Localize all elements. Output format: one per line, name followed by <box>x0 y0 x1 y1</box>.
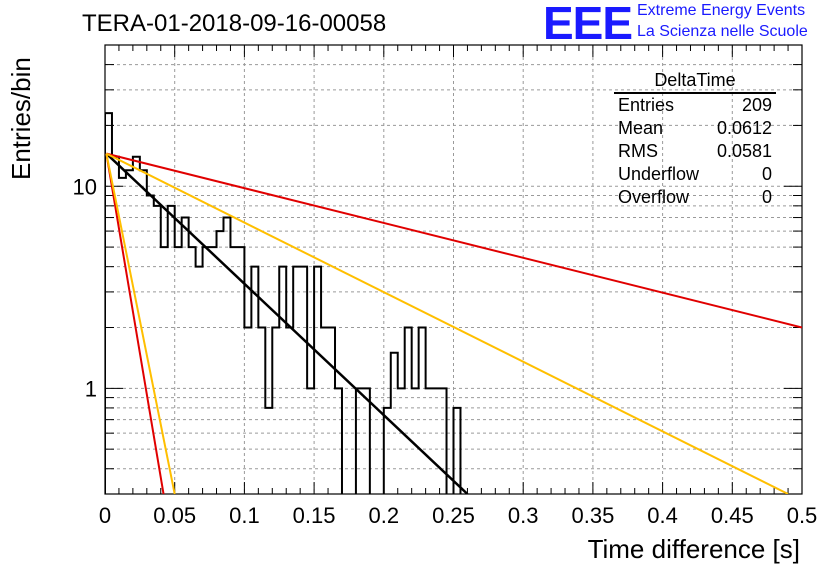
stats-box-title: DeltaTime <box>614 70 776 94</box>
x-tick-label: 0.3 <box>508 503 539 528</box>
stats-row-overflow: Overflow 0 <box>610 186 780 209</box>
stats-label: Mean <box>618 118 664 138</box>
x-tick-label: 0.05 <box>153 503 196 528</box>
x-tick-label: 0 <box>99 503 111 528</box>
stats-row-entries: Entries 209 <box>610 94 780 117</box>
fit-line <box>106 152 802 329</box>
logo-line-2: La Scienza nelle Scuole <box>637 23 808 40</box>
stats-label: Overflow <box>618 187 690 207</box>
stats-box: DeltaTime Entries 209 Mean 0.0612 RMS 0.… <box>610 70 780 209</box>
stats-value: 209 <box>741 95 772 115</box>
x-tick-label: 0.1 <box>229 503 260 528</box>
stats-value: 0 <box>761 164 772 184</box>
x-tick-label: 0.25 <box>432 503 475 528</box>
stats-value: 0.0612 <box>716 118 772 138</box>
x-axis-label: Time difference [s] <box>587 534 800 564</box>
stats-label: RMS <box>618 141 658 161</box>
y-tick-label: 10 <box>73 174 97 199</box>
stats-row-rms: RMS 0.0581 <box>610 140 780 163</box>
x-tick-label: 0.4 <box>647 503 678 528</box>
fit-line <box>105 152 469 494</box>
y-axis-label: Entries/bin <box>6 57 36 180</box>
x-tick-label: 0.5 <box>787 503 818 528</box>
stats-row-underflow: Underflow 0 <box>610 163 780 186</box>
histogram-deltatime <box>105 112 462 494</box>
stats-row-mean: Mean 0.0612 <box>610 117 780 140</box>
stats-value: 0.0581 <box>716 141 772 161</box>
chart-title: TERA-01-2018-09-16-00058 <box>82 10 387 37</box>
y-tick-label: 1 <box>85 376 97 401</box>
stats-label: Underflow <box>618 164 700 184</box>
fit-line <box>105 153 165 494</box>
eee-logo: EEE <box>543 0 633 49</box>
stats-label: Entries <box>618 95 675 115</box>
logo-line-1: Extreme Energy Events <box>637 2 806 19</box>
x-tick-label: 0.45 <box>711 503 754 528</box>
stats-value: 0 <box>761 187 772 207</box>
fit-line <box>105 153 176 494</box>
x-tick-label: 0.35 <box>571 503 614 528</box>
x-tick-label: 0.2 <box>369 503 400 528</box>
x-tick-label: 0.15 <box>293 503 336 528</box>
fit-line <box>105 152 789 494</box>
